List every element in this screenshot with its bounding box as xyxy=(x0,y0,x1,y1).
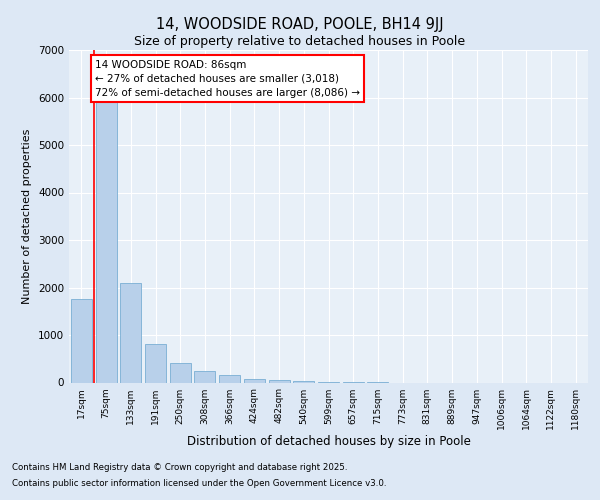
Bar xyxy=(120,283,141,382)
Text: 14 WOODSIDE ROAD: 86sqm
← 27% of detached houses are smaller (3,018)
72% of semi: 14 WOODSIDE ROAD: 86sqm ← 27% of detache… xyxy=(95,60,360,98)
Text: Contains public sector information licensed under the Open Government Licence v3: Contains public sector information licen… xyxy=(12,478,386,488)
X-axis label: Distribution of detached houses by size in Poole: Distribution of detached houses by size … xyxy=(187,435,470,448)
Bar xyxy=(269,380,290,382)
Text: 14, WOODSIDE ROAD, POOLE, BH14 9JJ: 14, WOODSIDE ROAD, POOLE, BH14 9JJ xyxy=(156,18,444,32)
Text: Size of property relative to detached houses in Poole: Size of property relative to detached ho… xyxy=(134,35,466,48)
Bar xyxy=(170,362,191,382)
Bar xyxy=(145,344,166,382)
Bar xyxy=(95,95,116,382)
Bar xyxy=(244,379,265,382)
Bar xyxy=(194,370,215,382)
Bar xyxy=(219,376,240,382)
Text: Contains HM Land Registry data © Crown copyright and database right 2025.: Contains HM Land Registry data © Crown c… xyxy=(12,464,347,472)
Y-axis label: Number of detached properties: Number of detached properties xyxy=(22,128,32,304)
Bar xyxy=(71,300,92,382)
